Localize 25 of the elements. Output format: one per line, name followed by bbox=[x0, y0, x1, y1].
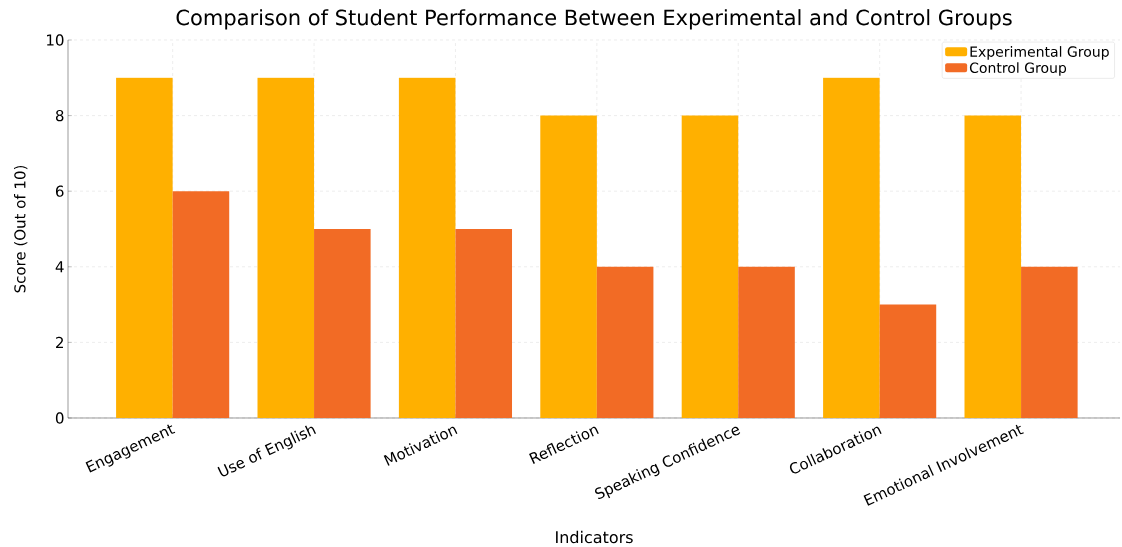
bar bbox=[823, 77, 880, 419]
bar bbox=[738, 266, 795, 419]
x-axis-title: Indicators bbox=[556, 531, 633, 544]
y-tick-label: 6 bbox=[55, 185, 64, 198]
bar bbox=[879, 304, 937, 419]
bar bbox=[540, 115, 597, 419]
y-tick-label: 10 bbox=[47, 34, 64, 46]
bar bbox=[596, 266, 654, 419]
bar bbox=[257, 77, 315, 419]
bar bbox=[314, 229, 371, 419]
bar bbox=[964, 115, 1022, 419]
bar bbox=[1021, 266, 1078, 419]
legend-label: Control Group bbox=[969, 62, 1067, 76]
y-tick-label: 2 bbox=[56, 337, 63, 349]
bar bbox=[172, 191, 230, 419]
legend-label: Experimental Group bbox=[970, 46, 1109, 60]
bar bbox=[681, 115, 739, 419]
bar bbox=[398, 77, 456, 419]
y-tick-label: 4 bbox=[55, 261, 64, 273]
bar bbox=[116, 77, 173, 419]
bar bbox=[455, 229, 513, 419]
chart-title: Comparison of Student Performance Between Experimental and Control Groups bbox=[176, 9, 1012, 30]
y-axis-title: Score (Out of 10) bbox=[14, 166, 28, 293]
y-tick-label: 8 bbox=[55, 110, 64, 122]
y-tick-label: 0 bbox=[55, 412, 64, 424]
